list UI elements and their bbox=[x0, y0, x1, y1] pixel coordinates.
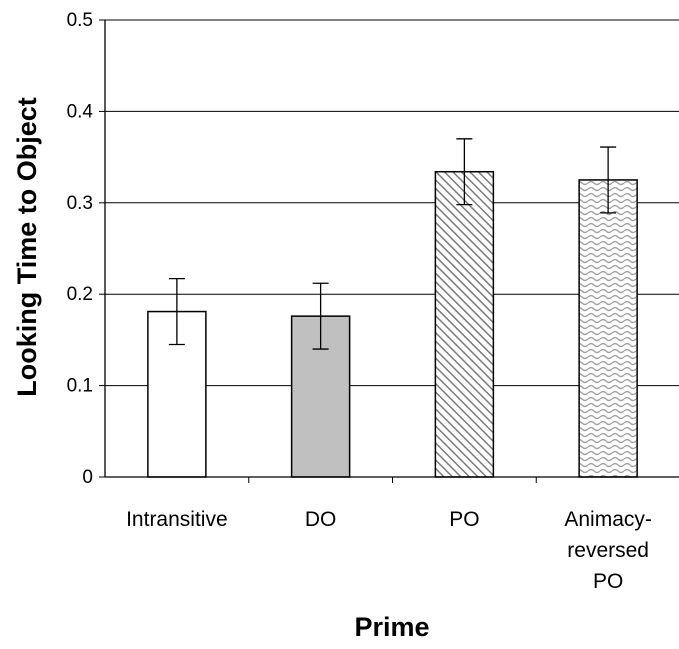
y-tick-label-1: 0.1 bbox=[67, 376, 93, 397]
category-label-3-1: reversed bbox=[567, 539, 649, 562]
bar-3 bbox=[578, 179, 638, 478]
category-label-3-2: PO bbox=[593, 570, 623, 593]
labels: 0 0.1 0.2 0.3 0.4 0.5 Intransitive DO PO Animacy-… bbox=[67, 10, 652, 593]
y-tick-label-5: 0.5 bbox=[67, 10, 93, 31]
category-label-0-0: Intransitive bbox=[126, 508, 228, 531]
category-label-1-0: DO bbox=[305, 508, 337, 531]
x-axis-title: Prime bbox=[354, 612, 429, 642]
y-tick-label-0: 0 bbox=[82, 467, 93, 488]
category-label-3-0: Animacy- bbox=[564, 508, 652, 531]
y-tick-label-4: 0.4 bbox=[67, 101, 94, 122]
y-tick-label-2: 0.2 bbox=[67, 284, 93, 305]
bars bbox=[147, 138, 638, 478]
bar-2 bbox=[434, 170, 495, 478]
y-axis-title: Looking Time to Object bbox=[12, 97, 42, 397]
axes bbox=[99, 19, 679, 483]
y-tick-label-3: 0.3 bbox=[67, 193, 93, 214]
category-label-2-0: PO bbox=[449, 508, 479, 531]
